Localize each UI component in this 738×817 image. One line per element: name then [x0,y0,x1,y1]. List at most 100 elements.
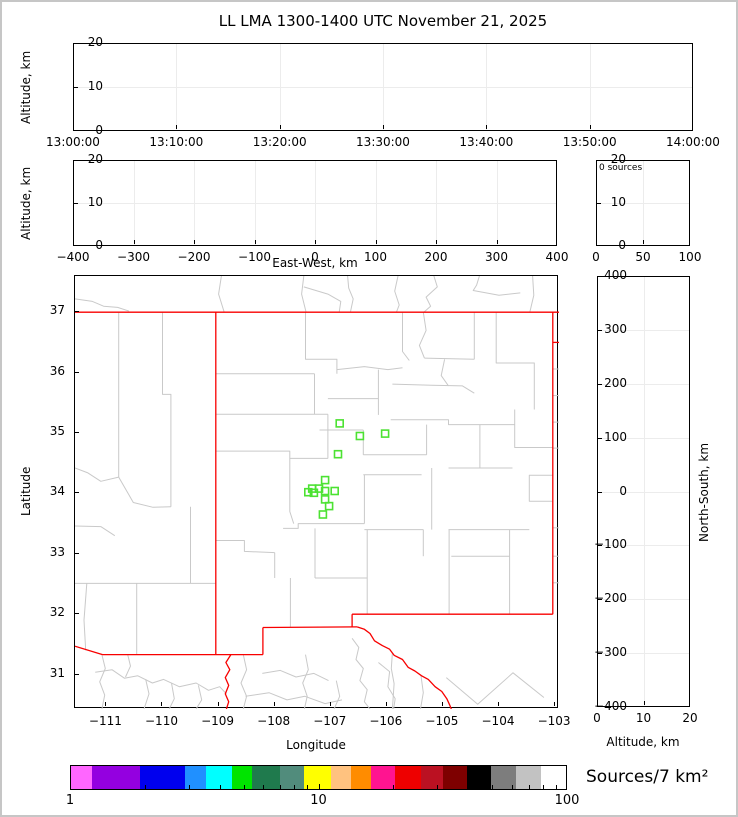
colorbar-minor-tick [294,785,296,789]
tick-mark [74,43,78,44]
county-border-line [472,276,521,296]
tick-mark [589,125,591,129]
county-border-line [218,276,225,313]
tick-label: 14:00:00 [666,135,720,149]
tick-mark [496,240,498,244]
tick-label: 10 [610,195,626,209]
tick-label: 0 [95,238,103,252]
county-border-line [99,654,106,709]
county-border-line [83,583,88,651]
colorbar-segment [371,766,395,789]
longitude-axis-label: Longitude [286,738,346,752]
tick-mark [329,702,331,706]
grid-line [598,599,689,601]
tick-mark [73,125,74,129]
tick-mark [441,702,443,706]
county-border-line [390,419,515,426]
map-svg [75,276,559,709]
tick-mark [598,653,602,655]
grid-line [74,87,692,88]
county-border-line [125,654,131,678]
tick-label: −108 [257,714,291,728]
tick-label: 36 [49,363,65,378]
northsouth-altitude-panel [597,276,690,707]
tick-mark [75,673,79,675]
tick-label: 10 [87,79,103,93]
county-border-line [394,276,400,313]
tick-mark [597,701,598,705]
colorbar-minor-tick [555,785,557,789]
grid-line [598,653,689,655]
county-border-line [75,298,129,312]
colorbar [70,765,567,790]
tick-label: 300 [604,321,627,336]
tick-label: −200 [177,250,211,264]
grid-line [598,437,689,439]
tick-mark [161,702,163,706]
tick-mark [643,240,644,244]
county-border-line [378,662,396,709]
grid-line [598,545,689,547]
tick-label: 10 [87,195,103,209]
eastwest-axis-label: East-West, km [272,256,358,270]
county-border-line [333,680,341,709]
county-border-line [301,276,307,313]
colorbar-minor-tick [468,785,470,789]
tick-label: 13:10:00 [149,135,204,149]
tick-label: 13:20:00 [252,135,307,149]
source-histogram-panel [596,160,690,246]
colorbar-minor-tick [511,785,513,789]
tick-label: 50 [635,250,651,264]
tick-label: 13:50:00 [562,135,617,149]
county-border-line [424,357,475,360]
tick-label: 34 [49,484,65,499]
tick-mark [643,701,645,705]
grid-line [597,203,689,204]
state-border-line [75,645,103,656]
colorbar-segment [303,766,332,789]
tick-label: 20 [682,711,698,725]
tick-label: −109 [201,714,235,728]
tick-mark [73,240,74,244]
lma-station-marker [355,431,365,441]
altitude-time-panel [73,43,693,131]
colorbar-segment [515,766,541,789]
lma-station-marker [309,488,319,498]
altitude-axis-label-top: Altitude, km [19,50,33,124]
tick-label: 100 [604,429,627,444]
colorbar-tick [70,784,71,789]
colorbar-segment [279,766,304,789]
tick-label: 200 [604,375,627,390]
county-border-line [262,669,329,682]
colorbar-segment [331,766,351,789]
colorbar-tick-label: 100 [554,793,580,808]
county-border-line [305,312,338,374]
colorbar-segment [185,766,207,789]
colorbar-segment [421,766,444,789]
tick-mark [383,125,384,129]
tick-label: −300 [594,645,627,660]
state-border-line [356,626,452,709]
colorbar-segment [251,766,280,789]
northsouth-axis-label: North-South, km [697,442,711,542]
tick-mark [497,702,499,706]
tick-mark [375,240,377,244]
tick-label: 200 [424,250,448,264]
colorbar-tick-label: 10 [310,793,327,808]
colorbar-tick-label: 1 [65,793,75,808]
county-border-line [514,409,553,448]
state-border-line [262,626,358,629]
tick-mark [254,240,256,244]
county-border-line [402,312,410,361]
colorbar-segment [91,766,140,789]
figure-title: LL LMA 1300-1400 UTC November 21, 2025 [218,12,548,30]
tick-mark [598,706,602,707]
tick-label: 20 [87,152,103,166]
source-count-annotation: 0 sources [599,163,643,173]
tick-label: 13:30:00 [356,135,410,149]
county-border-line [245,692,343,705]
colorbar-minor-tick [188,785,190,789]
county-border-line [118,476,171,508]
tick-label: 400 [604,268,627,282]
